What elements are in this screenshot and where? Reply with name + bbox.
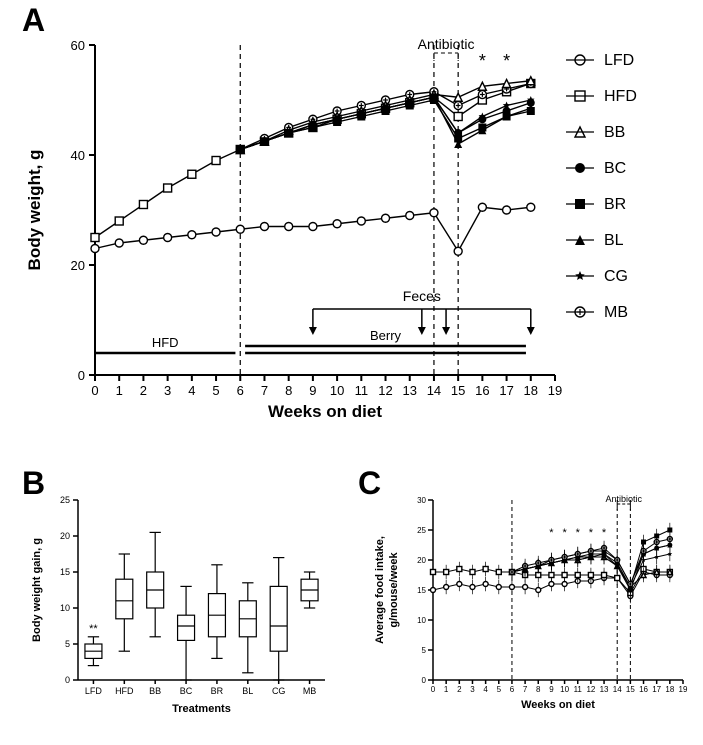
svg-text:5: 5	[65, 639, 70, 649]
svg-text:13: 13	[403, 383, 417, 398]
svg-text:MB: MB	[303, 686, 317, 696]
svg-text:*: *	[602, 527, 607, 539]
svg-text:g/mouse/week: g/mouse/week	[388, 552, 400, 628]
svg-text:25: 25	[60, 495, 70, 505]
svg-text:CG: CG	[604, 268, 628, 285]
svg-text:BR: BR	[211, 686, 224, 696]
svg-text:1: 1	[116, 383, 123, 398]
svg-text:15: 15	[417, 586, 426, 595]
svg-text:HFD: HFD	[152, 335, 179, 350]
svg-text:14: 14	[613, 685, 622, 694]
panel-a-chart: 0204060012345678910111213141516171819Wee…	[0, 0, 703, 455]
panel-c-chart: 0510152025300123456789101112131415161718…	[353, 465, 703, 745]
svg-text:HFD: HFD	[604, 88, 637, 105]
svg-text:BB: BB	[149, 686, 161, 696]
svg-text:0: 0	[78, 368, 85, 383]
svg-text:Body weight, g: Body weight, g	[25, 150, 44, 271]
svg-text:12: 12	[378, 383, 392, 398]
svg-text:BC: BC	[180, 686, 193, 696]
svg-text:10: 10	[417, 616, 426, 625]
svg-text:LFD: LFD	[604, 52, 634, 69]
svg-text:60: 60	[71, 38, 85, 53]
svg-text:18: 18	[665, 685, 674, 694]
svg-text:17: 17	[499, 383, 513, 398]
svg-text:Antibiotic: Antibiotic	[606, 494, 643, 504]
svg-text:2: 2	[457, 685, 462, 694]
svg-text:Antibiotic: Antibiotic	[418, 36, 475, 52]
svg-text:5: 5	[422, 646, 427, 655]
svg-text:6: 6	[237, 383, 244, 398]
svg-text:CG: CG	[272, 686, 286, 696]
svg-text:HFD: HFD	[115, 686, 134, 696]
svg-text:*: *	[503, 51, 510, 71]
svg-text:7: 7	[523, 685, 528, 694]
svg-text:10: 10	[60, 603, 70, 613]
svg-text:3: 3	[164, 383, 171, 398]
svg-text:15: 15	[626, 685, 635, 694]
svg-text:4: 4	[483, 685, 488, 694]
svg-text:*: *	[576, 527, 581, 539]
svg-text:2: 2	[140, 383, 147, 398]
svg-text:Weeks on diet: Weeks on diet	[268, 402, 382, 421]
svg-text:0: 0	[422, 676, 427, 685]
svg-text:1: 1	[444, 685, 449, 694]
svg-text:20: 20	[417, 556, 426, 565]
svg-text:19: 19	[679, 685, 688, 694]
svg-text:40: 40	[71, 148, 85, 163]
svg-text:20: 20	[60, 531, 70, 541]
svg-text:Body weight gain, g: Body weight gain, g	[31, 538, 43, 642]
svg-text:16: 16	[475, 383, 489, 398]
svg-text:11: 11	[355, 383, 369, 398]
svg-text:7: 7	[261, 383, 268, 398]
svg-text:12: 12	[586, 685, 595, 694]
svg-text:*: *	[549, 527, 554, 539]
svg-text:0: 0	[91, 383, 98, 398]
svg-text:19: 19	[548, 383, 562, 398]
svg-text:13: 13	[600, 685, 609, 694]
svg-text:BL: BL	[242, 686, 253, 696]
svg-text:14: 14	[427, 383, 441, 398]
svg-text:16: 16	[639, 685, 648, 694]
svg-text:BL: BL	[604, 232, 624, 249]
svg-text:BC: BC	[604, 160, 626, 177]
svg-text:6: 6	[510, 685, 515, 694]
svg-text:11: 11	[574, 685, 583, 694]
svg-text:Feces: Feces	[403, 288, 441, 304]
svg-text:*: *	[562, 527, 567, 539]
svg-text:MB: MB	[604, 304, 628, 321]
svg-text:LFD: LFD	[85, 686, 103, 696]
svg-text:**: **	[89, 623, 98, 635]
svg-text:BB: BB	[604, 124, 625, 141]
svg-text:Treatments: Treatments	[172, 703, 231, 715]
svg-text:10: 10	[330, 383, 344, 398]
svg-text:20: 20	[71, 258, 85, 273]
svg-text:9: 9	[549, 685, 554, 694]
svg-text:5: 5	[497, 685, 502, 694]
svg-text:0: 0	[65, 675, 70, 685]
svg-text:15: 15	[60, 567, 70, 577]
svg-text:15: 15	[451, 383, 465, 398]
svg-text:*: *	[589, 527, 594, 539]
svg-text:18: 18	[524, 383, 538, 398]
svg-text:8: 8	[536, 685, 541, 694]
svg-text:5: 5	[212, 383, 219, 398]
svg-text:9: 9	[309, 383, 316, 398]
svg-text:*: *	[479, 51, 486, 71]
svg-text:Weeks on diet: Weeks on diet	[521, 699, 595, 711]
svg-text:0: 0	[431, 685, 436, 694]
svg-text:BR: BR	[604, 196, 626, 213]
svg-text:3: 3	[470, 685, 475, 694]
svg-text:Average food intake,: Average food intake,	[374, 536, 386, 644]
svg-text:10: 10	[560, 685, 569, 694]
svg-text:25: 25	[417, 526, 426, 535]
panel-b-chart: 0 5 10 15 20 25 LFD HFD BB BC BR BL CG MB Treatments Bo…	[0, 465, 350, 745]
svg-text:Berry: Berry	[370, 328, 402, 343]
svg-text:17: 17	[652, 685, 661, 694]
svg-text:8: 8	[285, 383, 292, 398]
svg-text:4: 4	[188, 383, 195, 398]
svg-text:30: 30	[417, 496, 426, 505]
